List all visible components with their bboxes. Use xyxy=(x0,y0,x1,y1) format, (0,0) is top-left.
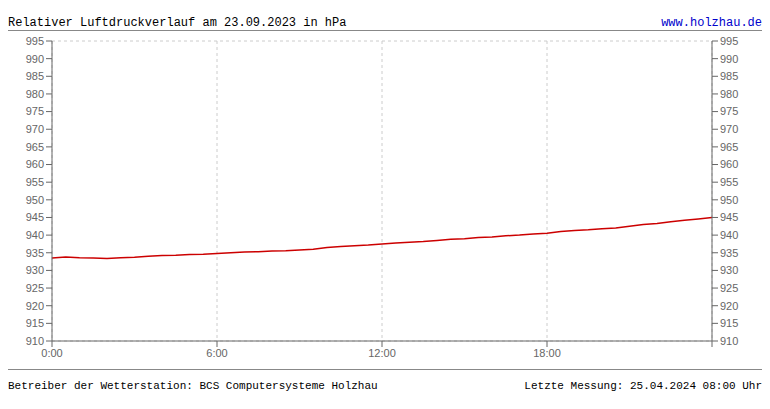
svg-text:955: 955 xyxy=(720,176,738,188)
svg-text:970: 970 xyxy=(26,123,44,135)
svg-text:6:00: 6:00 xyxy=(206,347,227,359)
svg-text:930: 930 xyxy=(720,264,738,276)
svg-text:940: 940 xyxy=(26,229,44,241)
svg-text:985: 985 xyxy=(26,70,44,82)
svg-text:995: 995 xyxy=(26,35,44,47)
svg-text:990: 990 xyxy=(720,53,738,65)
svg-text:920: 920 xyxy=(26,300,44,312)
svg-text:12:00: 12:00 xyxy=(368,347,396,359)
svg-text:920: 920 xyxy=(720,300,738,312)
svg-text:945: 945 xyxy=(720,211,738,223)
svg-text:990: 990 xyxy=(26,53,44,65)
svg-text:915: 915 xyxy=(720,317,738,329)
svg-text:925: 925 xyxy=(26,282,44,294)
svg-text:995: 995 xyxy=(720,35,738,47)
svg-text:965: 965 xyxy=(26,141,44,153)
svg-text:980: 980 xyxy=(26,88,44,100)
svg-text:18:00: 18:00 xyxy=(533,347,561,359)
svg-text:960: 960 xyxy=(26,158,44,170)
svg-text:965: 965 xyxy=(720,141,738,153)
svg-text:975: 975 xyxy=(720,105,738,117)
svg-text:940: 940 xyxy=(720,229,738,241)
svg-text:945: 945 xyxy=(26,211,44,223)
svg-text:0:00: 0:00 xyxy=(41,347,62,359)
svg-text:935: 935 xyxy=(720,247,738,259)
svg-text:915: 915 xyxy=(26,317,44,329)
svg-text:910: 910 xyxy=(26,335,44,347)
svg-text:925: 925 xyxy=(720,282,738,294)
html-text:Letzte Messung: 25.04.2024 08:: Letzte Messung: 25.04.2024 08:00 Uhr xyxy=(524,380,762,392)
svg-text:910: 910 xyxy=(720,335,738,347)
svg-text:980: 980 xyxy=(720,88,738,100)
svg-text:950: 950 xyxy=(720,194,738,206)
svg-text:970: 970 xyxy=(720,123,738,135)
svg-text:985: 985 xyxy=(720,70,738,82)
svg-text:950: 950 xyxy=(26,194,44,206)
svg-text:975: 975 xyxy=(26,105,44,117)
html-text:www.holzhau.de: www.holzhau.de xyxy=(661,16,762,30)
svg-text:960: 960 xyxy=(720,158,738,170)
html-text:Betreiber der Wetterstation: B: Betreiber der Wetterstation: BCS Compute… xyxy=(8,380,378,392)
html-text:Relativer Luftdruckverlauf am: Relativer Luftdruckverlauf am 23.09.2023… xyxy=(8,16,347,30)
svg-text:935: 935 xyxy=(26,247,44,259)
svg-text:930: 930 xyxy=(26,264,44,276)
svg-text:955: 955 xyxy=(26,176,44,188)
